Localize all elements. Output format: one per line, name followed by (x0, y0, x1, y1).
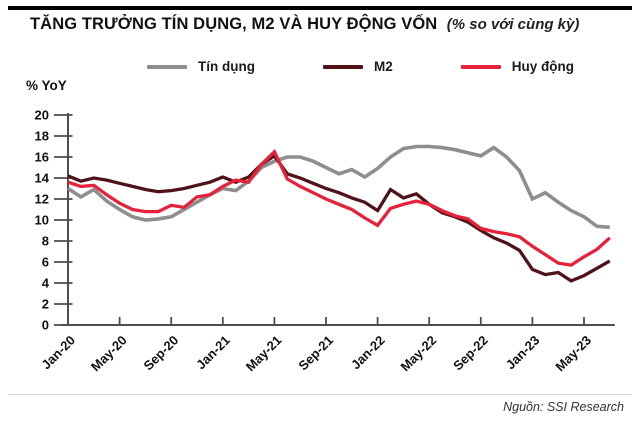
legend-label-tin-dung: Tín dụng (198, 59, 255, 74)
x-tick-label: May-22 (398, 333, 440, 375)
y-tick-label: 6 (42, 255, 49, 270)
series-line-m2 (67, 153, 611, 283)
x-tick-label: Sep-21 (295, 333, 336, 374)
y-tick-label: 14 (35, 171, 50, 186)
legend-swatch-m2 (322, 64, 363, 69)
y-tick-label: 0 (42, 318, 49, 333)
footer-rule (8, 394, 632, 395)
x-tick-label: Sep-20 (141, 333, 182, 374)
x-tick-label: May-23 (552, 333, 594, 375)
series-line-huy-dong (67, 149, 611, 267)
y-tick-label: 4 (42, 276, 50, 291)
legend-item-m2: M2 (322, 59, 393, 74)
chart-title: TĂNG TRƯỞNG TÍN DỤNG, M2 VÀ HUY ĐỘNG VỐN (30, 15, 438, 33)
legend-swatch-tin-dung (147, 64, 187, 69)
y-axis-title: % YoY (26, 78, 67, 93)
y-tick-label: 18 (35, 129, 49, 144)
y-tick-label: 8 (42, 234, 49, 249)
legend-label-huy-dong: Huy động (511, 59, 574, 74)
chart-subtitle: (% so với cùng kỳ) (446, 16, 580, 33)
source-credit: Nguồn: SSI Research (503, 400, 624, 414)
top-rule (8, 6, 632, 10)
chart-title-row: TĂNG TRƯỞNG TÍN DỤNG, M2 VÀ HUY ĐỘNG VỐN… (30, 15, 630, 34)
legend-label-m2: M2 (373, 59, 393, 74)
legend-item-tin-dung: Tín dụng (147, 59, 255, 74)
legend-swatch-huy-dong (460, 64, 501, 69)
x-tick-label: Sep-22 (450, 333, 491, 374)
legend-item-huy-dong: Huy động (460, 59, 574, 74)
y-tick-label: 12 (35, 192, 49, 207)
x-tick-label: May-21 (243, 333, 285, 375)
x-tick-label: Jan-23 (503, 333, 543, 373)
x-tick-label: May-20 (88, 333, 130, 375)
y-tick-label: 16 (35, 150, 49, 165)
y-tick-label: 10 (35, 213, 49, 228)
legend: Tín dụng M2 Huy động (147, 59, 574, 74)
series-line-tin-dung (67, 144, 610, 230)
x-tick-label: Jan-20 (38, 333, 78, 373)
x-tick-label: Jan-21 (193, 333, 233, 373)
x-tick-label: Jan-22 (348, 333, 388, 373)
y-tick-label: 20 (35, 108, 49, 123)
y-tick-label: 2 (42, 297, 49, 312)
